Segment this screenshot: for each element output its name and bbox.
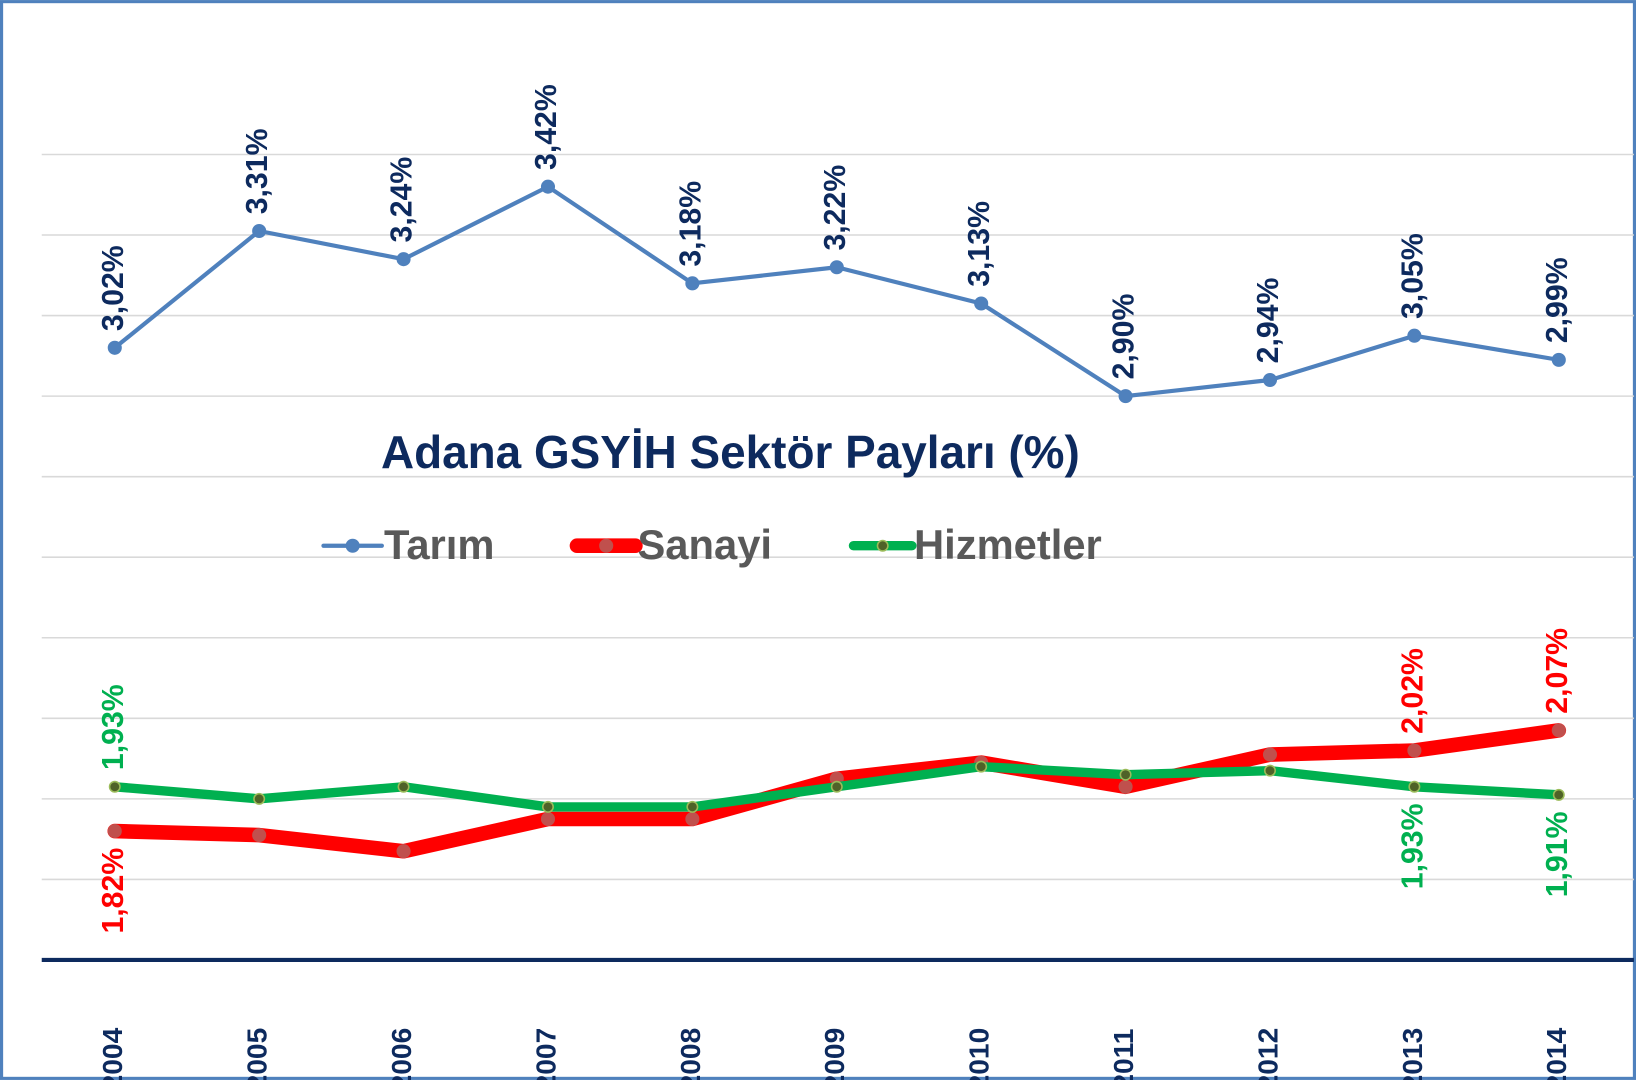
data-label: 2,02% — [1396, 648, 1429, 734]
legend-label: Sanayi — [637, 521, 772, 568]
point — [685, 811, 700, 827]
data-label: 2,90% — [1108, 294, 1141, 380]
point — [1118, 389, 1133, 404]
data-label: 2,94% — [1252, 277, 1285, 363]
x-tick-label: 2011 — [1107, 1029, 1139, 1080]
point — [829, 260, 844, 275]
legend-marker — [876, 539, 889, 552]
x-tick-label: 2010 — [963, 1028, 995, 1080]
x-tick-label: 2005 — [241, 1028, 273, 1080]
x-tick-label: 2007 — [529, 1028, 561, 1080]
data-label: 2,07% — [1541, 628, 1574, 714]
x-tick-label: 2009 — [818, 1028, 850, 1080]
data-label: 3,05% — [1396, 233, 1429, 319]
point — [253, 792, 266, 805]
point — [396, 844, 411, 859]
point — [1551, 723, 1566, 738]
point — [1407, 743, 1422, 758]
data-label: 3,18% — [674, 181, 707, 267]
x-tick-label: 2012 — [1251, 1028, 1283, 1080]
data-label: 3,24% — [386, 157, 419, 243]
point — [252, 828, 267, 843]
point — [1551, 352, 1566, 367]
data-label: 1,93% — [1396, 803, 1429, 889]
legend-marker — [345, 538, 360, 553]
legend-label: Tarım — [384, 521, 495, 568]
point — [252, 223, 267, 239]
point — [541, 800, 554, 813]
point — [975, 760, 988, 773]
data-label: 3,13% — [963, 201, 996, 287]
data-labels: 3,02% 3,31% 3,24% 3,42% 3,18% 3,22% 3,13% 2,90%… — [97, 84, 1574, 933]
data-label: 1,82% — [97, 848, 130, 934]
x-tick-label: 2006 — [385, 1028, 417, 1080]
legend: Tarım Sanayi Hizmetler — [321, 521, 1102, 568]
point — [830, 780, 843, 793]
x-tick-label: 2013 — [1396, 1028, 1428, 1080]
point — [1118, 779, 1133, 794]
data-label: 3,22% — [819, 165, 852, 251]
point — [107, 340, 122, 355]
point — [1263, 764, 1276, 777]
point — [1262, 372, 1278, 388]
data-label: 3,31% — [241, 128, 274, 214]
data-label: 1,91% — [1541, 811, 1574, 897]
point — [974, 296, 989, 311]
x-tick-label: 2008 — [674, 1028, 706, 1080]
chart-title: Adana GSYİH Sektör Payları (%) — [381, 426, 1080, 478]
data-label: 1,93% — [97, 684, 130, 770]
point — [397, 780, 410, 793]
point — [685, 276, 700, 291]
x-tick-label: 2014 — [1540, 1027, 1572, 1080]
legend-marker — [599, 538, 614, 553]
plot — [107, 179, 1567, 859]
point — [540, 179, 556, 194]
point — [540, 811, 556, 827]
point — [1408, 780, 1421, 793]
data-label: 3,02% — [97, 245, 130, 331]
point — [396, 252, 411, 267]
point — [1407, 328, 1422, 343]
legend-label: Hizmetler — [914, 521, 1102, 568]
x-tick-label: 2004 — [96, 1027, 128, 1080]
point — [686, 800, 699, 813]
point — [108, 780, 121, 793]
data-label: 3,42% — [530, 84, 563, 170]
point — [1262, 747, 1278, 762]
point — [1119, 768, 1132, 781]
data-label: 2,99% — [1541, 257, 1574, 343]
point — [1552, 788, 1565, 801]
point — [107, 824, 122, 839]
